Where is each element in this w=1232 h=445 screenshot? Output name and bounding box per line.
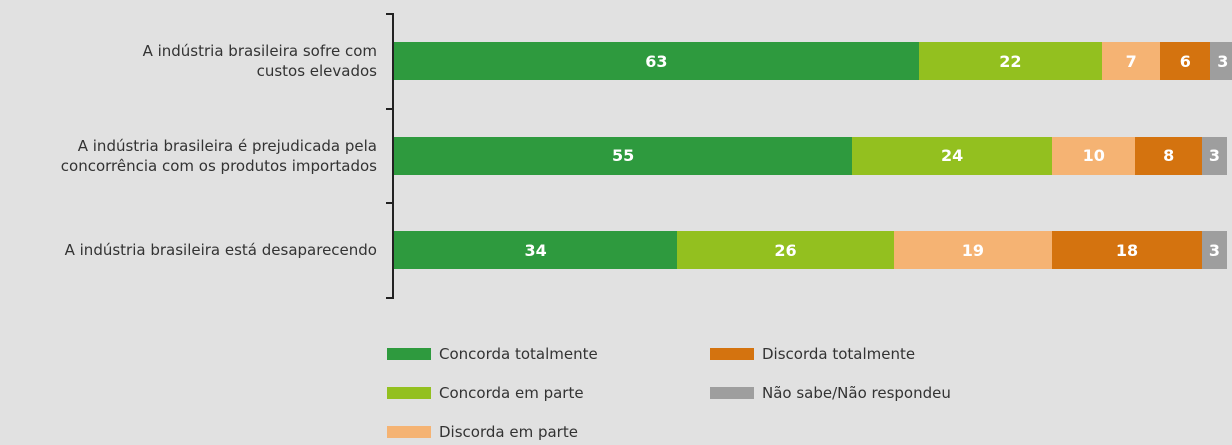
category-label: A indústria brasileira está desaparecend… xyxy=(64,241,377,260)
bar: 10 xyxy=(1052,136,1136,175)
bar: 63 xyxy=(394,42,919,81)
bar: 34 xyxy=(394,231,678,270)
bar: 18 xyxy=(1052,231,1202,270)
bar: 7 xyxy=(1102,42,1161,81)
axis-tick xyxy=(386,202,394,204)
axis-line xyxy=(392,14,394,298)
bar: 3 xyxy=(1202,136,1227,175)
legend-label: Concorda em parte xyxy=(439,384,584,402)
bar: 26 xyxy=(677,231,894,270)
bar: 3 xyxy=(1202,231,1227,270)
value-label: 22 xyxy=(999,51,1022,71)
legend-swatch xyxy=(710,348,754,360)
value-label: 3 xyxy=(1208,146,1221,166)
axis-tick xyxy=(386,107,394,110)
bar: 22 xyxy=(918,42,1103,81)
value-label: 19 xyxy=(961,240,985,260)
value-label: 63 xyxy=(645,51,668,71)
legend-swatch xyxy=(387,348,431,360)
legend-label: Discorda totalmente xyxy=(762,345,916,363)
value-label: 34 xyxy=(524,240,547,260)
bar: 8 xyxy=(1135,136,1202,175)
value-label: 18 xyxy=(1115,240,1139,260)
legend-label: Não sabe/Não respondeu xyxy=(762,384,951,402)
category-label: A indústria brasileira sofre com custos … xyxy=(142,42,377,81)
axis-tick xyxy=(386,296,394,299)
value-label: 55 xyxy=(611,146,635,166)
legend-swatch xyxy=(710,387,754,399)
bar: 6 xyxy=(1160,42,1211,81)
legend-label: Concorda totalmente xyxy=(439,345,598,363)
legend-label: Discorda em parte xyxy=(439,423,578,441)
category-label: A indústria brasileira é prejudicada pel… xyxy=(60,136,377,175)
value-label: 7 xyxy=(1125,51,1137,71)
value-label: 3 xyxy=(1217,51,1229,71)
axis-tick xyxy=(386,13,394,15)
value-label: 8 xyxy=(1163,146,1175,166)
legend-swatch xyxy=(387,426,431,438)
value-label: 26 xyxy=(774,240,797,260)
bar: 24 xyxy=(852,136,1053,175)
legend-swatch xyxy=(387,387,431,399)
bar: 3 xyxy=(1210,42,1232,81)
value-label: 24 xyxy=(940,146,964,166)
value-label: 6 xyxy=(1179,51,1191,71)
value-label: 3 xyxy=(1208,240,1221,260)
value-label: 10 xyxy=(1082,146,1105,166)
bar: 55 xyxy=(394,136,853,175)
bar: 19 xyxy=(893,231,1053,270)
